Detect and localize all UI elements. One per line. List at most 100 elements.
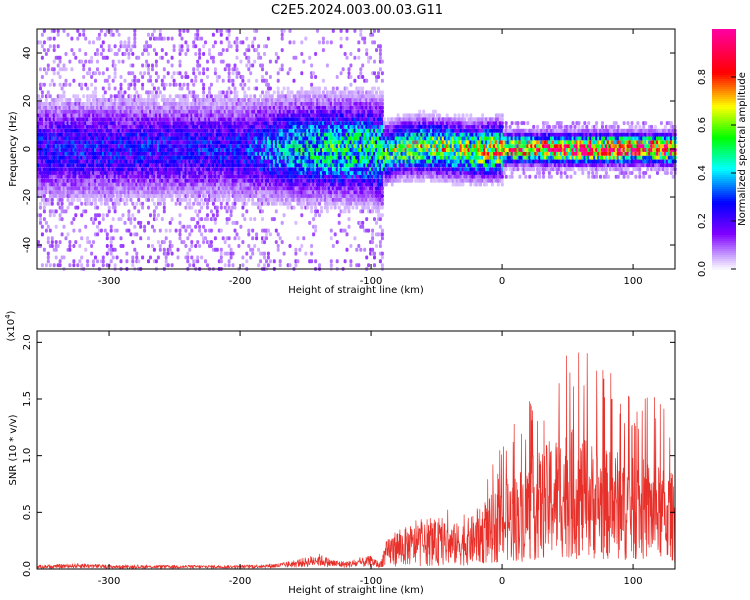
heatmap-cell (56, 44, 60, 49)
heatmap-cell (64, 209, 68, 214)
heatmap-cell (147, 197, 150, 202)
heatmap-cell (133, 86, 137, 91)
heatmap-cell (184, 244, 188, 248)
heatmap-cell (48, 213, 52, 218)
heatmap-cell (249, 255, 253, 260)
heatmap-cell (208, 52, 211, 56)
heatmap-cell (101, 94, 105, 99)
heatmap-cell (50, 240, 54, 245)
heatmap-cell (162, 205, 166, 210)
heatmap-cell (137, 259, 141, 264)
heatmap-cell (190, 244, 194, 248)
heatmap-cell (231, 82, 235, 87)
heatmap-cell (294, 220, 298, 225)
heatmap-cell (268, 232, 272, 237)
heatmap-cell (56, 201, 60, 206)
heatmap-cell (170, 36, 174, 41)
heatmap-cell (94, 255, 97, 260)
heatmap-cell (109, 240, 113, 245)
heatmap-cell (227, 236, 231, 241)
heatmap-cell (308, 220, 312, 225)
heatmap-cell (308, 55, 312, 60)
heatmap-cell (111, 194, 115, 198)
heatmap-cell (113, 67, 117, 72)
heatmap-cell (223, 263, 227, 268)
heatmap-cell (70, 201, 74, 206)
heatmap-cell (202, 240, 206, 245)
heatmap-cell (94, 197, 97, 202)
heatmap-cell (42, 247, 46, 252)
heatmap-cell (235, 75, 239, 79)
heatmap-cell (96, 59, 99, 64)
heatmap-cell (105, 28, 109, 33)
heatmap-cell (107, 205, 111, 210)
heatmap-cell (101, 255, 105, 260)
heatmap-cell (280, 90, 284, 95)
heatmap-cell (143, 228, 147, 233)
heatmap-cell (219, 228, 223, 233)
heatmap-cell (133, 205, 137, 210)
heatmap-cell (84, 247, 88, 252)
heatmap-cell (170, 244, 174, 248)
heatmap-cell (255, 86, 259, 91)
heatmap-cell (221, 59, 225, 64)
heatmap-cell (96, 67, 99, 72)
heatmap-cell (265, 236, 268, 241)
heatmap-cell (125, 197, 129, 202)
heatmap-cell (245, 94, 249, 99)
heatmap-cell (235, 67, 239, 72)
heatmap-cell (170, 75, 174, 79)
heatmap-cell (86, 259, 90, 264)
heatmap-cell (227, 71, 231, 76)
heatmap-cell (101, 213, 105, 218)
heatmap-cell (129, 217, 133, 222)
heatmap-cell (39, 205, 42, 210)
heatmap-cell (70, 67, 74, 72)
heatmap-cell (84, 52, 88, 56)
heatmap-cell (131, 71, 135, 76)
heatmap-cell (97, 213, 101, 218)
heatmap-cell (261, 90, 264, 95)
heatmap-cell (227, 259, 231, 264)
heatmap-cell (154, 259, 158, 264)
heatmap-cell (129, 220, 133, 225)
heatmap-cell (141, 255, 145, 260)
heatmap-cell (227, 75, 231, 79)
heatmap-cell (310, 244, 314, 248)
heatmap-cell (164, 259, 168, 264)
heatmap-cell (58, 240, 62, 245)
heatmap-cell (268, 259, 272, 264)
heatmap-cell (196, 259, 200, 264)
heatmap-cell (129, 82, 133, 87)
heatmap-cell (196, 32, 200, 37)
heatmap-cell (202, 90, 206, 95)
heatmap-cell (208, 90, 211, 95)
heatmap-cell (188, 232, 192, 237)
heatmap-cell (39, 201, 42, 206)
heatmap-cell (164, 236, 168, 241)
heatmap-cell (147, 67, 150, 72)
heatmap-cell (147, 220, 150, 225)
heatmap-cell (247, 59, 251, 64)
heatmap-cell (202, 224, 206, 229)
heatmap-cell (255, 78, 259, 83)
heatmap-cell (90, 201, 94, 206)
heatmap-cell (310, 259, 314, 264)
heatmap-cell (96, 48, 99, 53)
heatmap-cell (58, 213, 62, 218)
heatmap-cell (233, 205, 237, 210)
heatmap-cell (186, 94, 190, 99)
heatmap-cell (46, 48, 50, 53)
heatmap-cell (143, 224, 147, 229)
heatmap-cell (119, 217, 123, 222)
heatmap-cell (154, 78, 158, 83)
heatmap-cell (310, 63, 314, 68)
heatmap-cell (251, 247, 255, 252)
heatmap-cell (211, 59, 215, 64)
heatmap-cell (42, 67, 46, 72)
heatmap-cell (72, 217, 76, 222)
heatmap-cell (251, 236, 255, 241)
heatmap-cell (60, 217, 64, 222)
heatmap-cell (92, 263, 95, 268)
heatmap-cell (52, 67, 56, 72)
